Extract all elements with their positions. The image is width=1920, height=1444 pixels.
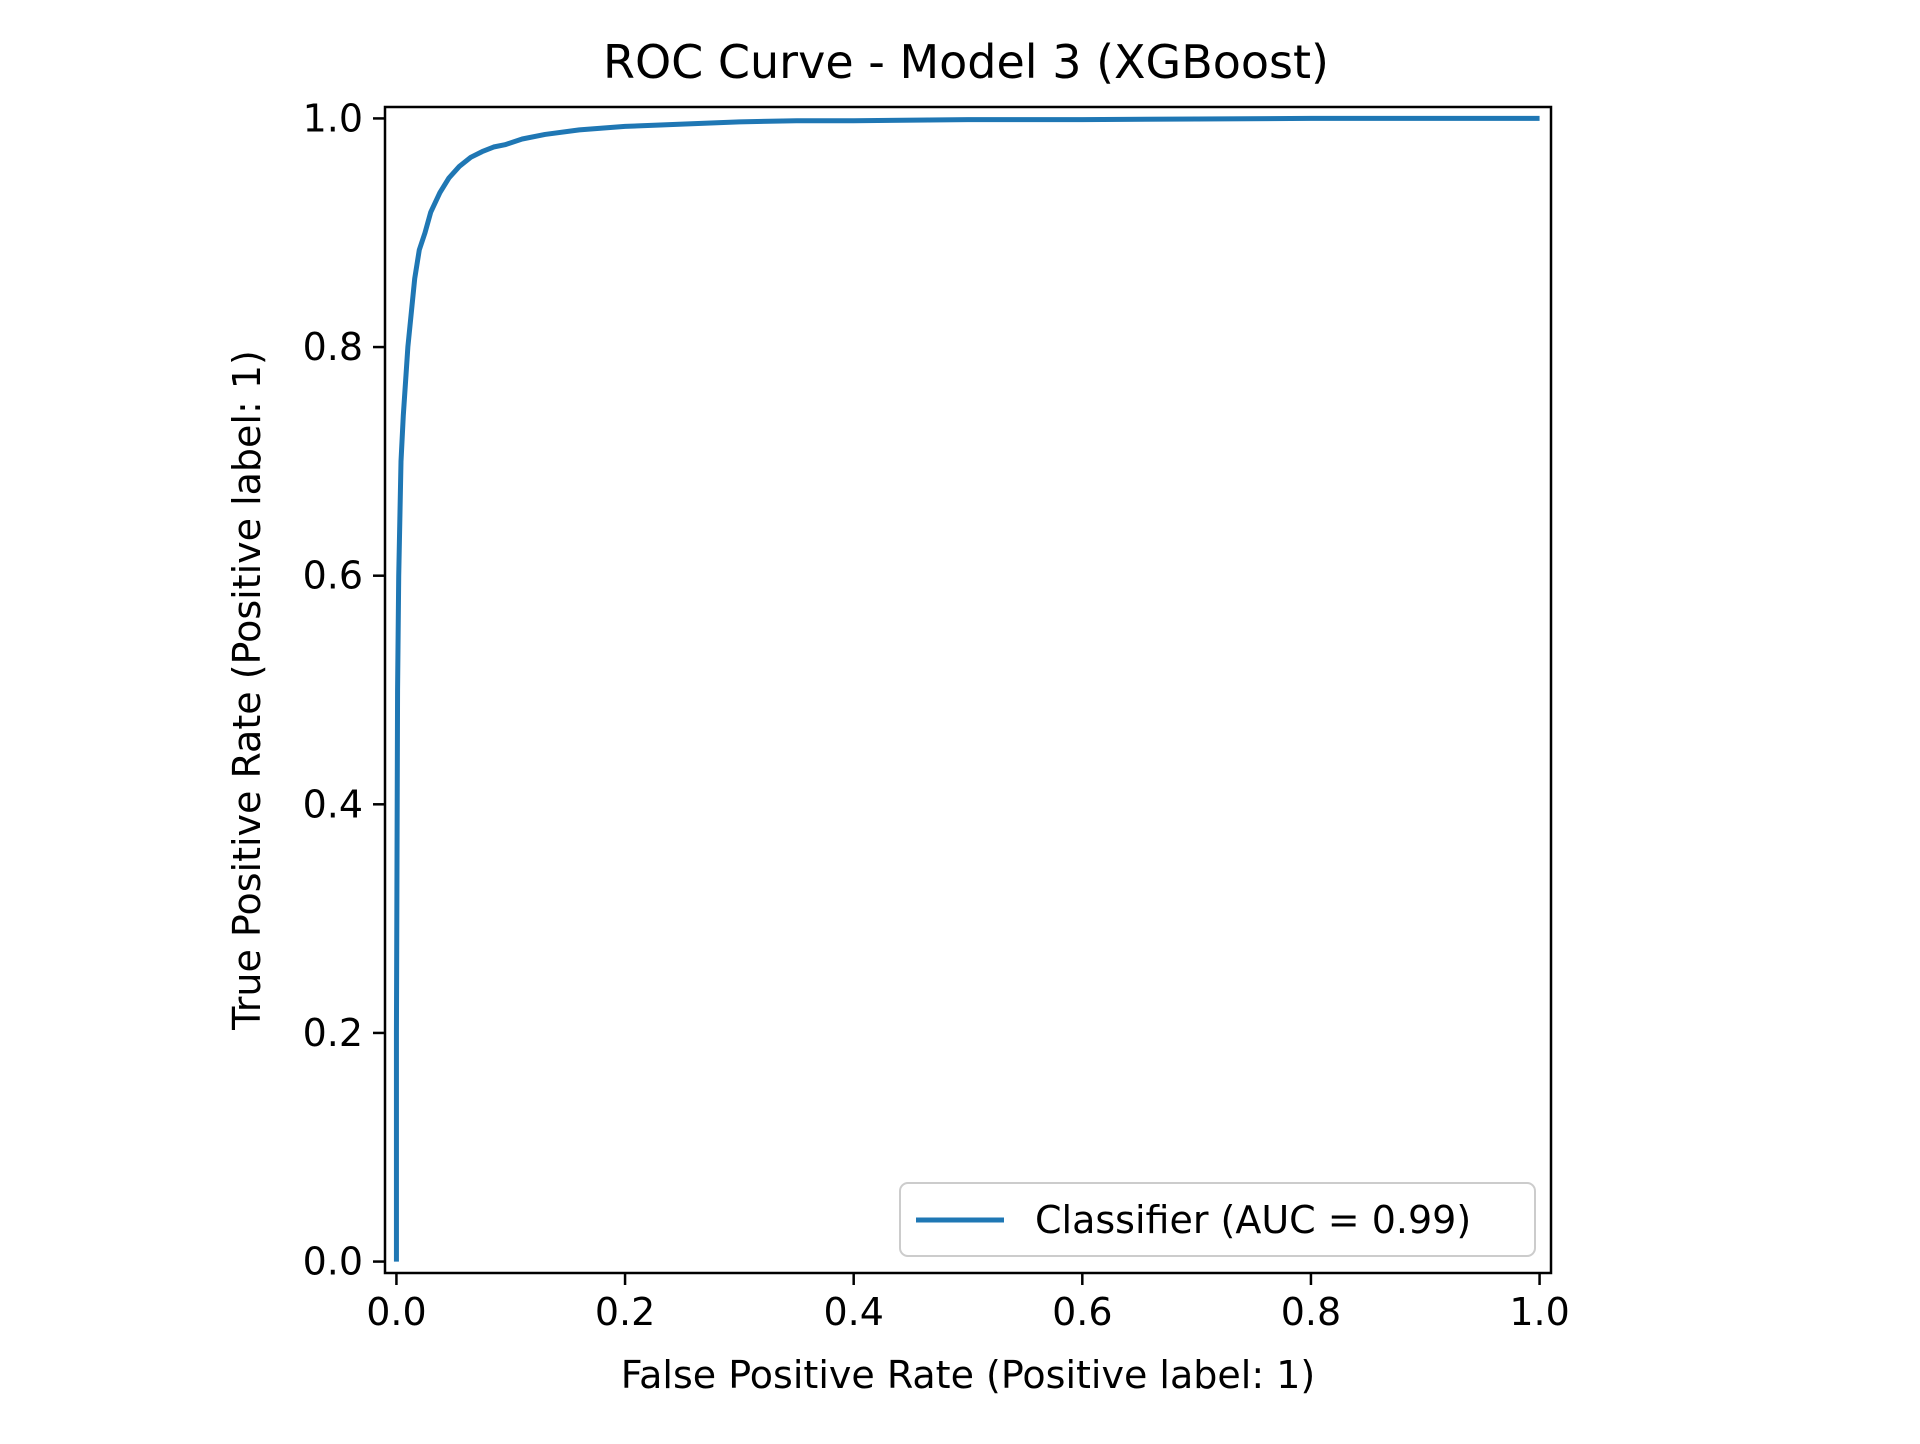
y-tick-label: 0.6 (303, 554, 363, 598)
x-tick-label: 0.2 (595, 1290, 655, 1334)
y-tick-label: 0.2 (303, 1011, 363, 1055)
y-tick-label: 0.8 (303, 325, 363, 369)
y-tick-label: 1.0 (303, 96, 363, 140)
x-tick-label: 0.4 (823, 1290, 883, 1334)
y-axis-label: True Positive Rate (Positive label: 1) (225, 350, 269, 1031)
x-tick-label: 0.6 (1052, 1290, 1112, 1334)
x-axis-ticks: 0.0 0.2 0.4 0.6 0.8 1.0 (366, 1273, 1570, 1334)
y-tick-label: 0.4 (303, 782, 363, 826)
x-tick-label: 1.0 (1509, 1290, 1569, 1334)
y-tick-label: 0.0 (303, 1240, 363, 1284)
plot-area-frame (383, 105, 1553, 1275)
chart-title: ROC Curve - Model 3 (XGBoost) (603, 35, 1329, 89)
x-axis-label: False Positive Rate (Positive label: 1) (621, 1353, 1315, 1397)
roc-curve-line (393, 115, 1540, 1262)
series-layer (393, 115, 1540, 1262)
legend-box (899, 1182, 1536, 1257)
legend: Classifier (AUC = 0.99) (899, 1182, 1536, 1257)
y-axis-ticks: 0.0 0.2 0.4 0.6 0.8 1.0 (303, 96, 385, 1284)
x-tick-label: 0.0 (366, 1290, 426, 1334)
legend-label: Classifier (AUC = 0.99) (1035, 1198, 1471, 1242)
x-tick-label: 0.8 (1281, 1290, 1341, 1334)
